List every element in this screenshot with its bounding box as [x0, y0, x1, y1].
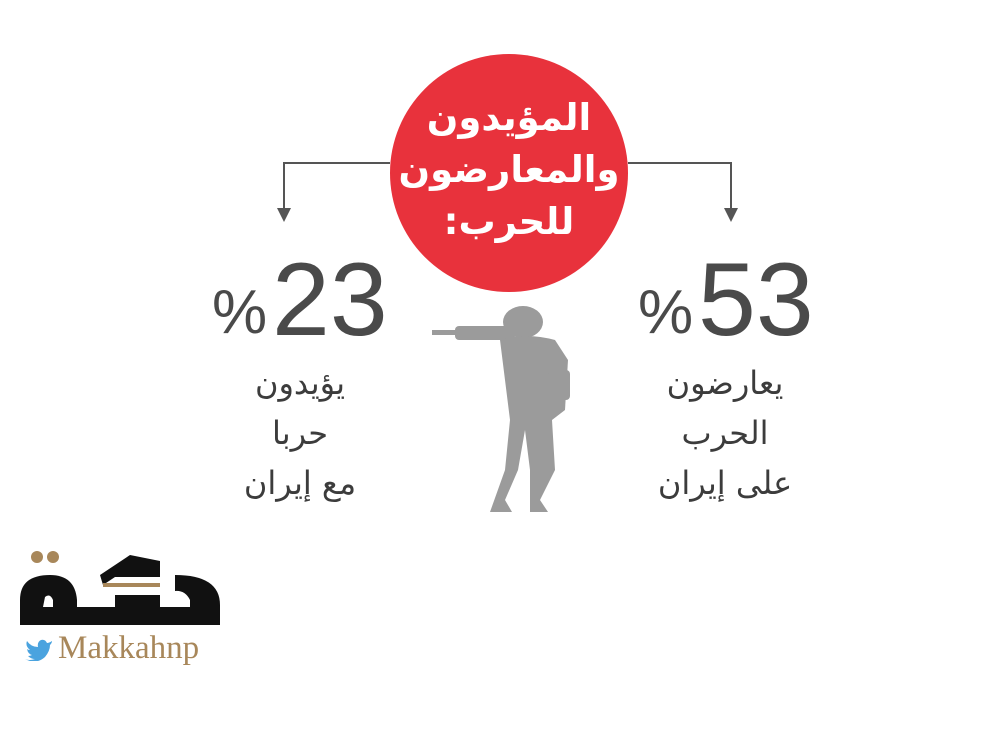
makkah-logo: [20, 551, 220, 625]
title-line: والمعارضون: [398, 148, 620, 191]
right-stat-description: يعارضون الحرب على إيران: [625, 358, 825, 508]
desc-line: يعارضون: [666, 364, 784, 402]
right-stat-value: 53: [698, 242, 814, 358]
left-stat-description: يؤيدون حربا مع إيران: [200, 358, 400, 508]
right-connector-line: [628, 162, 732, 214]
right-stat-unit: %: [638, 278, 694, 347]
title-circle: [390, 54, 628, 292]
desc-line: يؤيدون: [254, 364, 346, 402]
left-arrow-icon: [277, 208, 291, 222]
title-line: المؤيدون: [426, 96, 592, 139]
twitter-handle: Makkahnp: [58, 630, 200, 666]
desc-line: على إيران: [657, 464, 793, 502]
title: المؤيدون والمعارضون للحرب:: [390, 92, 628, 248]
left-stat-value: 23: [272, 242, 388, 358]
left-connector-line: [283, 162, 390, 214]
soldier-silhouette-icon: [432, 306, 570, 512]
title-line: للحرب:: [443, 200, 575, 243]
desc-line: حربا: [271, 414, 329, 452]
left-stat-unit: %: [212, 278, 268, 347]
right-arrow-icon: [724, 208, 738, 222]
twitter-bird-icon: [25, 639, 52, 661]
desc-line: مع إيران: [243, 464, 357, 502]
desc-line: الحرب: [681, 414, 769, 452]
